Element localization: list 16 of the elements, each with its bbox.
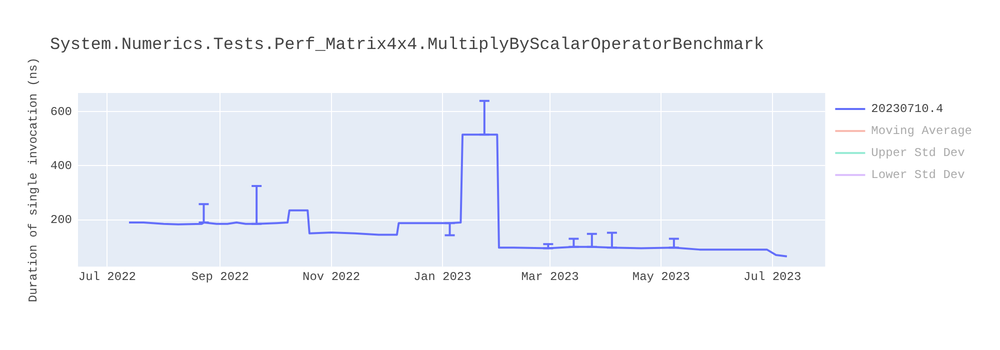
x-tick-label: Jul 2022 — [78, 270, 136, 284]
x-tick-label: Mar 2023 — [521, 270, 579, 284]
y-tick-label: 200 — [50, 212, 72, 227]
y-tick-label: 400 — [50, 158, 72, 173]
y-axis-title: Duration of single invocation (ns) — [26, 57, 40, 302]
legend-label: 20230710.4 — [871, 102, 944, 116]
y-tick-label: 600 — [50, 104, 72, 119]
chart-title: System.Numerics.Tests.Perf_Matrix4x4.MultiplyByScalarOperatorBenchmark — [50, 36, 764, 55]
x-tick-label: Jan 2023 — [414, 270, 472, 284]
x-tick-label: May 2023 — [632, 270, 690, 284]
legend-label: Lower Std Dev — [871, 168, 965, 182]
legend-label: Moving Average — [871, 124, 972, 138]
legend-label: Upper Std Dev — [871, 146, 965, 160]
x-tick-label: Nov 2022 — [302, 270, 360, 284]
x-tick-label: Jul 2023 — [744, 270, 802, 284]
x-tick-label: Sep 2022 — [191, 270, 249, 284]
